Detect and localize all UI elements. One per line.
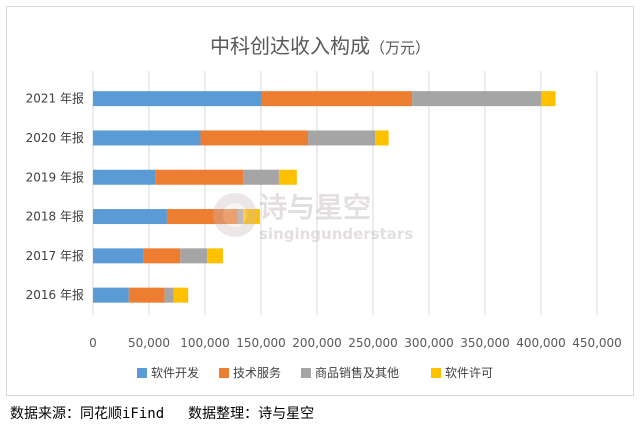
watermark-logo-icon	[213, 193, 257, 237]
x-tick-label: 350,000	[460, 336, 510, 350]
bar-segment	[93, 169, 156, 185]
bar-segment	[93, 287, 129, 303]
bar-segment	[166, 209, 238, 225]
legend-label: 商品销售及其他	[315, 365, 399, 380]
category-label: 2019 年报	[26, 169, 84, 184]
bar-segment	[93, 248, 144, 264]
bar-segment	[375, 130, 389, 146]
chart-frame: 2016 年报 2017 年报 2018 年报 2019 年报 2020 年报 2021 …	[6, 6, 634, 396]
legend-swatch	[219, 368, 229, 378]
bar-segment	[128, 287, 165, 303]
category-label: 2020 年报	[26, 130, 84, 145]
bar-segment	[243, 209, 260, 225]
legend-label: 软件开发	[151, 365, 199, 380]
bar-segment	[237, 209, 244, 225]
footer: 数据来源：同花顺iFind 数据整理：诗与星空	[10, 403, 630, 423]
bar-segment	[143, 248, 181, 264]
category-label: 2018 年报	[26, 209, 84, 224]
category-label: 2016 年报	[26, 287, 84, 302]
bars	[93, 91, 556, 303]
gridlines	[92, 71, 598, 315]
watermark-subtitle: singingunderstars	[259, 225, 413, 243]
data-compiler: 数据整理：诗与星空	[188, 406, 315, 422]
bar-segment	[541, 91, 556, 107]
bar-segment	[261, 91, 413, 107]
bar-segment	[155, 169, 244, 185]
bar-segment	[180, 248, 208, 264]
x-tick-label: 400,000	[516, 336, 566, 350]
watermark-logo-inner-icon	[223, 203, 247, 227]
x-tick-label: 0	[89, 336, 97, 350]
x-tick-label: 100,000	[180, 336, 230, 350]
bar-segment	[93, 91, 261, 107]
bar-segment	[243, 169, 279, 185]
bar-segment	[93, 130, 201, 146]
stacked-bar-chart: 2016 年报 2017 年报 2018 年报 2019 年报 2020 年报 2021 …	[26, 34, 622, 380]
x-tick-label: 250,000	[348, 336, 398, 350]
bar-segment	[207, 248, 223, 264]
bar-segment	[173, 287, 189, 303]
watermark: 诗与星空 singingunderstars	[213, 191, 413, 243]
bar-segment	[93, 209, 167, 225]
x-axis-ticks: 0 50,000 100,000 150,000 200,000 250,000 300,0…	[89, 336, 622, 350]
category-label: 2021 年报	[26, 91, 84, 106]
bar-segment	[412, 91, 541, 107]
bar-segment	[200, 130, 309, 146]
category-label: 2017 年报	[26, 248, 84, 263]
bar-segment	[164, 287, 174, 303]
category-labels: 2016 年报 2017 年报 2018 年报 2019 年报 2020 年报 2021 …	[26, 91, 84, 302]
x-tick-label: 200,000	[292, 336, 342, 350]
x-tick-label: 300,000	[404, 336, 454, 350]
x-tick-label: 150,000	[236, 336, 286, 350]
bar-segment	[308, 130, 376, 146]
watermark-title: 诗与星空	[259, 191, 371, 224]
chart-title: 中科创达收入构成（万元）	[210, 34, 430, 58]
legend-swatch	[301, 368, 311, 378]
data-source: 数据来源：同花顺iFind	[10, 406, 165, 422]
legend-label: 软件许可	[445, 366, 493, 380]
bar-segment	[278, 169, 297, 185]
x-tick-label: 450,000	[572, 336, 622, 350]
legend-swatch	[137, 368, 147, 378]
legend-label: 技术服务	[233, 365, 281, 380]
legend-swatch	[431, 368, 441, 378]
legend: 软件开发 技术服务 商品销售及其他 软件许可	[137, 365, 493, 380]
x-tick-label: 50,000	[128, 336, 170, 350]
